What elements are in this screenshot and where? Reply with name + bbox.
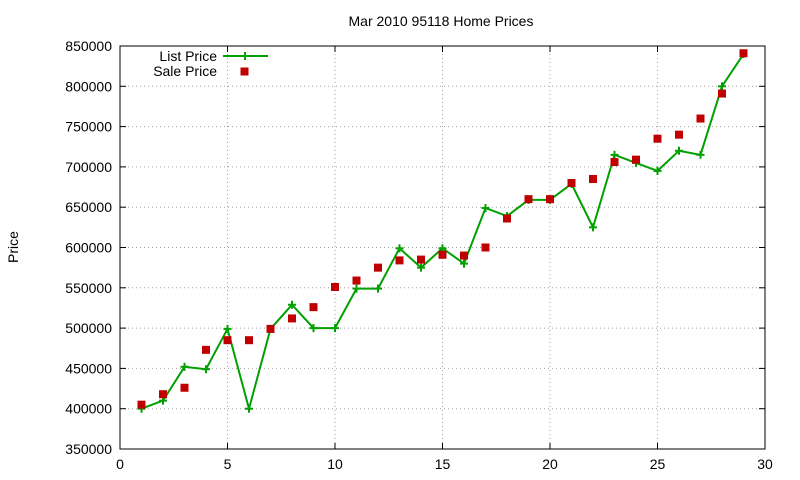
x-tick-label: 15 [435, 456, 451, 472]
point-sale-price [374, 263, 382, 272]
point-sale-price [223, 336, 232, 345]
point-sale-price [567, 179, 576, 188]
y-tick-label: 750000 [65, 119, 112, 135]
point-list-price [718, 82, 726, 91]
x-tick-label: 20 [542, 456, 558, 472]
point-list-price [460, 259, 468, 268]
x-tick-label: 30 [757, 456, 773, 472]
series [137, 49, 748, 413]
point-list-price [589, 223, 597, 232]
point-sale-price [696, 114, 705, 123]
legend: List Price Sale Price [153, 48, 268, 79]
chart-title: Mar 2010 95118 Home Prices [349, 13, 534, 29]
x-tick-label: 10 [327, 456, 343, 472]
point-sale-price [245, 336, 253, 345]
y-tick-label: 700000 [65, 159, 112, 175]
point-sale-price [331, 282, 339, 291]
series-line-list-price [141, 53, 745, 413]
y-tick-label: 400000 [65, 401, 112, 417]
y-tick-label: 350000 [65, 441, 112, 457]
point-sale-price [524, 195, 533, 204]
y-tick-label: 850000 [65, 38, 112, 54]
x-tick-label: 5 [224, 456, 232, 472]
x-tick-label: 0 [116, 456, 124, 472]
point-sale-price [610, 158, 619, 167]
point-list-price [374, 284, 382, 293]
point-list-price [223, 324, 232, 333]
point-list-price [331, 324, 339, 333]
y-tick-label: 800000 [65, 78, 112, 94]
point-sale-price [438, 250, 447, 259]
point-list-price [653, 166, 662, 175]
point-sale-price [309, 303, 318, 312]
y-tick-label: 500000 [65, 320, 112, 336]
point-list-price [202, 365, 210, 374]
legend-marker-sale-price [240, 67, 249, 76]
point-sale-price [739, 49, 748, 58]
point-sale-price [352, 276, 361, 285]
legend-marker-list-price [241, 52, 249, 60]
point-list-price [481, 204, 490, 213]
point-list-price [180, 362, 189, 371]
point-sale-price [653, 134, 662, 143]
y-tick-label: 600000 [65, 240, 112, 256]
legend-plus-glyph [241, 52, 249, 60]
y-tick-label: 650000 [65, 199, 112, 215]
point-list-price [352, 284, 361, 293]
point-sale-price [137, 400, 146, 409]
point-sale-price [266, 324, 275, 333]
point-list-price [675, 146, 683, 155]
legend-label-list-price: List Price [159, 48, 217, 64]
point-sale-price [718, 89, 726, 98]
point-list-price [309, 324, 318, 333]
y-tick-label: 450000 [65, 360, 112, 376]
point-list-price [417, 263, 425, 272]
point-sale-price [632, 155, 640, 164]
point-sale-price [288, 314, 296, 323]
point-sale-price [180, 383, 189, 392]
point-sale-price [481, 243, 490, 252]
point-sale-price [589, 174, 597, 183]
point-sale-price [202, 345, 210, 354]
point-list-price [245, 404, 253, 413]
point-list-price [395, 244, 404, 253]
x-tick-label: 25 [650, 456, 666, 472]
point-sale-price [503, 214, 511, 223]
point-sale-price [675, 130, 683, 139]
point-sale-price [460, 251, 468, 260]
point-sale-price [159, 390, 167, 399]
point-sale-price [417, 255, 425, 264]
y-tick-label: 550000 [65, 280, 112, 296]
axis-ticks: 350000 400000 450000 500000 550000 600000 6500… [65, 38, 773, 472]
y-axis-label: Price [5, 231, 21, 263]
point-list-price [610, 150, 619, 159]
legend-label-sale-price: Sale Price [153, 63, 217, 79]
point-list-price [288, 300, 296, 309]
point-list-price [696, 150, 705, 159]
point-sale-price [546, 195, 554, 204]
point-sale-price [395, 256, 404, 265]
